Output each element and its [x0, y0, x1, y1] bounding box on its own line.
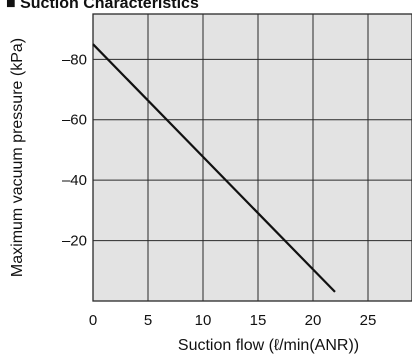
x-tick-label: 15 [250, 312, 267, 329]
x-tick-label: 5 [144, 312, 152, 329]
x-tick-label: 25 [360, 312, 377, 329]
x-tick-labels: 0 5 10 15 20 25 [89, 312, 377, 329]
x-tick-label: 10 [195, 312, 212, 329]
y-tick-label: –60 [62, 112, 87, 129]
series-line [92, 43, 336, 293]
x-axis-title: Suction flow (ℓ/min(ANR)) [178, 337, 359, 354]
y-axis-title: Maximum vacuum pressure (kPa) [9, 38, 26, 277]
chart-top-title: ■ Suction Characteristics [6, 0, 199, 12]
y-tick-label: –80 [62, 51, 87, 68]
plot-area [92, 13, 412, 302]
y-tick-labels: –20 –40 –60 –80 [62, 51, 87, 249]
grid-lines [93, 14, 412, 301]
series-layer [92, 43, 336, 293]
x-tick-label: 20 [305, 312, 322, 329]
x-tick-label: 0 [89, 312, 97, 329]
y-tick-label: –20 [62, 233, 87, 250]
y-tick-label: –40 [62, 172, 87, 189]
